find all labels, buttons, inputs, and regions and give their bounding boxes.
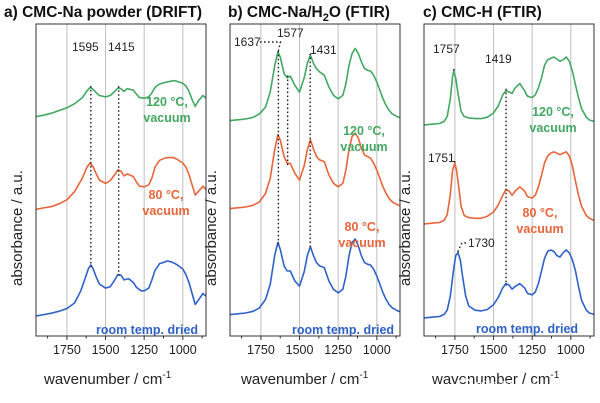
peak-label-1419: 1419 xyxy=(485,52,512,66)
panel-a: 1595 1415 120 °C, vacuum 80 °C, vacuum room te… xyxy=(35,23,207,357)
y-axis-label-a: absorbance / a.u. xyxy=(9,170,26,286)
series-label-orange: 80 °C, xyxy=(523,206,558,220)
x-axis-label-b: wavenumber / cm-1 xyxy=(240,370,369,388)
series-label-orange: vacuum xyxy=(142,204,189,218)
series-label-green: 120 °C, xyxy=(343,124,385,138)
watermark: 新能源Leader xyxy=(457,378,547,394)
x-tick-label: 1250 xyxy=(518,343,546,357)
peak-label-1431: 1431 xyxy=(310,43,337,57)
series-line-green xyxy=(229,47,400,122)
series-line-blue xyxy=(229,238,400,316)
panel-title-c: c) CMC-H (FTIR) xyxy=(423,4,542,21)
series-label-green: vacuum xyxy=(143,111,190,125)
peak-label-1730: 1730 xyxy=(468,236,495,250)
series-label-green: vacuum xyxy=(529,121,576,135)
series-label-blue: room temp. dried xyxy=(476,322,578,336)
series-label-green: 120 °C, xyxy=(532,105,574,119)
x-axis-label-c: wavenumber / cm-1 xyxy=(431,370,560,388)
peak-leader-1637 xyxy=(260,41,282,51)
series-label-orange: 80 °C, xyxy=(149,188,184,202)
x-tick-label: 1000 xyxy=(169,343,197,357)
x-tick-label: 1250 xyxy=(130,343,158,357)
panel-b: 1637 1577 1431 120 °C, vacuum 80 °C, vacuum roo… xyxy=(229,23,401,357)
plot-frame xyxy=(35,23,207,337)
peak-label-1595: 1595 xyxy=(72,40,99,54)
series-line-orange xyxy=(229,132,400,210)
series-line-orange xyxy=(35,156,207,211)
series-label-blue: room temp. dried xyxy=(96,323,198,337)
peak-label-1637: 1637 xyxy=(234,35,261,49)
watermark-text: 新能源Leader xyxy=(476,379,547,393)
panel-title-b: b) CMC-Na/H2O (FTIR) xyxy=(228,4,390,24)
peak-leader-1730 xyxy=(457,242,466,252)
x-axis-label-a: wavenumber / cm-1 xyxy=(43,370,172,388)
x-tick-label: 1000 xyxy=(557,343,585,357)
peak-label-1577: 1577 xyxy=(277,26,304,40)
x-tick-label: 1500 xyxy=(92,343,120,357)
plot-frame xyxy=(229,23,401,337)
series-label-orange: vacuum xyxy=(516,222,563,236)
series-label-green: 120 °C, xyxy=(146,95,188,109)
panel-c: 1757 1751 1730 1419 120 °C, vacuum 80 °C, vacuu… xyxy=(423,23,595,357)
series-line-orange xyxy=(423,151,595,225)
series-line-blue xyxy=(35,260,207,317)
x-tick-label: 1250 xyxy=(324,343,352,357)
series-line-green xyxy=(35,79,207,118)
x-tick-label: 1500 xyxy=(286,343,314,357)
peak-label-1757: 1757 xyxy=(433,42,460,56)
watermark-icon xyxy=(457,378,473,394)
peak-label-1751: 1751 xyxy=(428,151,455,165)
x-tick-label: 1750 xyxy=(441,343,469,357)
series-label-orange: vacuum xyxy=(338,236,385,250)
x-tick-label: 1000 xyxy=(363,343,391,357)
x-tick-label: 1750 xyxy=(53,343,81,357)
peak-label-1415: 1415 xyxy=(108,40,135,54)
series-label-green: vacuum xyxy=(340,140,387,154)
series-label-blue: room temp. dried xyxy=(292,323,394,337)
x-tick-label: 1750 xyxy=(247,343,275,357)
series-label-orange: 80 °C, xyxy=(345,220,380,234)
plot-frame xyxy=(423,23,595,337)
series-line-green xyxy=(423,56,595,126)
panel-title-a: a) CMC-Na powder (DRIFT) xyxy=(4,4,202,21)
x-tick-label: 1500 xyxy=(480,343,508,357)
y-axis-label-b: absorbance / a.u. xyxy=(203,170,220,286)
series-line-blue xyxy=(423,249,595,319)
y-axis-label-c: absorbance / a.u. xyxy=(397,170,414,286)
